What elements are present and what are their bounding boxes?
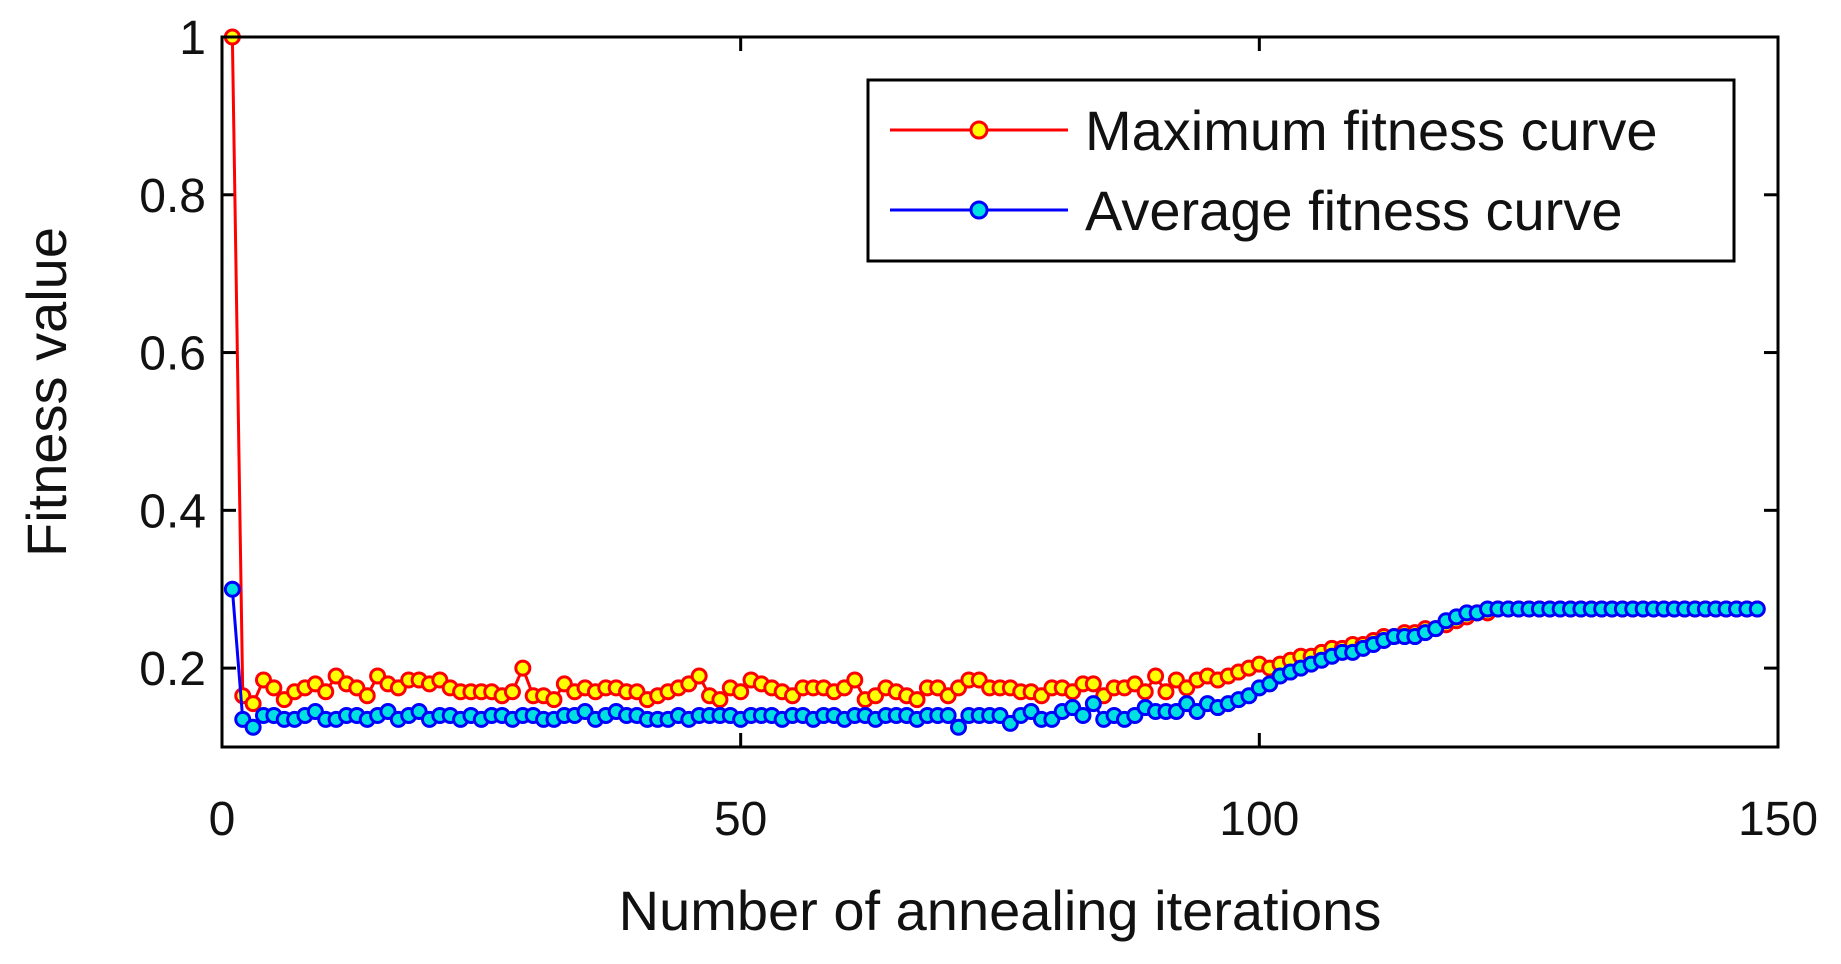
x-tick-label: 100	[1219, 793, 1299, 846]
data-point-max	[244, 695, 262, 713]
y-tick-label: 0.8	[139, 170, 206, 223]
y-tick-label: 1	[179, 12, 206, 65]
legend-marker-avg	[969, 200, 989, 220]
plot-frame	[220, 35, 1780, 749]
x-tick-label: 150	[1738, 793, 1818, 846]
y-tick-label: 0.4	[139, 485, 206, 538]
data-point-avg	[939, 706, 957, 724]
data-point-max	[317, 683, 335, 701]
data-point-max	[908, 691, 926, 709]
data-point-max	[545, 691, 563, 709]
data-point-avg	[950, 718, 968, 736]
data-point-max	[503, 683, 521, 701]
data-point-max	[1136, 683, 1154, 701]
data-point-max	[358, 687, 376, 705]
y-axis-title: Fitness value	[15, 227, 78, 557]
data-point-max	[1084, 675, 1102, 693]
y-tick-label: 0.2	[139, 643, 206, 696]
y-tick-label: 0.6	[139, 328, 206, 381]
data-point-avg	[244, 718, 262, 736]
data-point-max	[1147, 667, 1165, 685]
data-point-max	[265, 679, 283, 697]
y-tick-group: 0.2 0.4 0.6 0.8 1	[139, 12, 1778, 696]
legend: Maximum fitness curve Average fitness cu…	[866, 78, 1736, 263]
x-tick-label: 50	[714, 793, 767, 846]
data-point-avg	[1074, 706, 1092, 724]
data-point-avg	[1084, 695, 1102, 713]
data-point-max	[846, 671, 864, 689]
data-point-max	[732, 683, 750, 701]
legend-label-avg: Average fitness curve	[1085, 179, 1622, 242]
legend-label-max: Maximum fitness curve	[1085, 99, 1658, 162]
x-tick-group: 0 50 100 150	[209, 37, 1818, 846]
legend-box	[866, 78, 1736, 263]
x-tick-label: 0	[209, 793, 236, 846]
series-layer	[223, 28, 1766, 736]
data-point-avg	[223, 580, 241, 598]
data-point-max	[690, 667, 708, 685]
data-point-max	[711, 691, 729, 709]
x-axis-title: Number of annealing iterations	[619, 879, 1382, 942]
legend-marker-max	[969, 120, 989, 140]
data-point-avg	[1748, 600, 1766, 618]
data-point-max	[514, 659, 532, 677]
data-point-max	[1157, 683, 1175, 701]
